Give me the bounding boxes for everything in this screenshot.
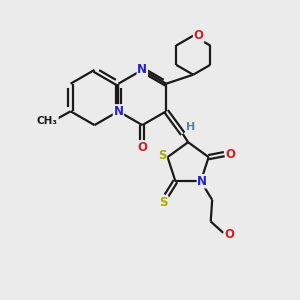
Text: O: O bbox=[226, 148, 236, 160]
Text: O: O bbox=[194, 29, 204, 42]
Text: S: S bbox=[158, 149, 167, 162]
Text: H: H bbox=[187, 122, 196, 132]
Text: N: N bbox=[197, 175, 207, 188]
Text: CH₃: CH₃ bbox=[37, 116, 58, 126]
Text: N: N bbox=[113, 105, 123, 118]
Text: S: S bbox=[159, 196, 168, 209]
Text: O: O bbox=[224, 228, 234, 241]
Text: O: O bbox=[137, 141, 147, 154]
Text: N: N bbox=[137, 63, 147, 76]
